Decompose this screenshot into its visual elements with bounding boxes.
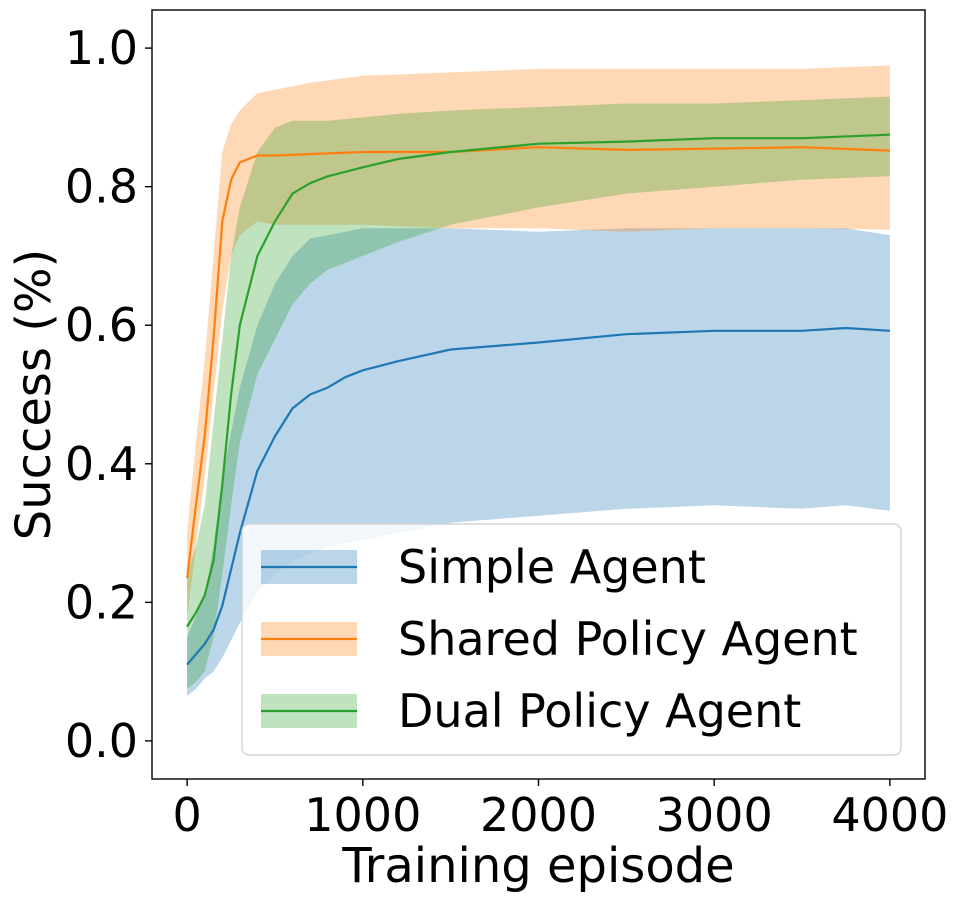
x-axis-title: Training episode bbox=[341, 838, 734, 894]
legend: Simple Agent Shared Policy Agent Dual Poli… bbox=[241, 523, 902, 756]
shared-policy-agent-band bbox=[187, 65, 890, 617]
x-tick-label: 0 bbox=[172, 788, 201, 842]
shared-policy-agent-line bbox=[186, 146, 890, 579]
legend-label: Dual Policy Agent bbox=[398, 684, 801, 738]
x-tick-label: 1000 bbox=[304, 788, 421, 842]
legend-label: Simple Agent bbox=[398, 540, 706, 594]
y-tick-label: 0.4 bbox=[65, 437, 138, 491]
simple-agent-line bbox=[186, 326, 890, 666]
legend-label: Shared Policy Agent bbox=[398, 612, 858, 666]
simple-agent-band bbox=[187, 228, 890, 696]
y-axis: 0.0 0.2 0.4 0.6 0.8 1.0 bbox=[65, 21, 152, 768]
y-tick-label: 0.0 bbox=[65, 714, 138, 768]
dual-policy-agent-band bbox=[187, 96, 890, 689]
legend-box bbox=[241, 523, 902, 756]
y-tick-label: 0.2 bbox=[65, 575, 138, 629]
dual-policy-agent-line bbox=[186, 133, 890, 628]
y-axis-title: Success (%) bbox=[6, 249, 62, 541]
y-tick-label: 0.6 bbox=[65, 298, 138, 352]
y-tick-label: 0.8 bbox=[65, 160, 138, 214]
x-axis: 0 1000 2000 3000 4000 bbox=[172, 779, 948, 842]
y-tick-label: 1.0 bbox=[65, 21, 138, 75]
x-tick-label: 2000 bbox=[480, 788, 597, 842]
mean-lines bbox=[186, 133, 890, 666]
confidence-bands bbox=[187, 65, 890, 696]
x-tick-label: 3000 bbox=[656, 788, 773, 842]
x-tick-label: 4000 bbox=[831, 788, 948, 842]
